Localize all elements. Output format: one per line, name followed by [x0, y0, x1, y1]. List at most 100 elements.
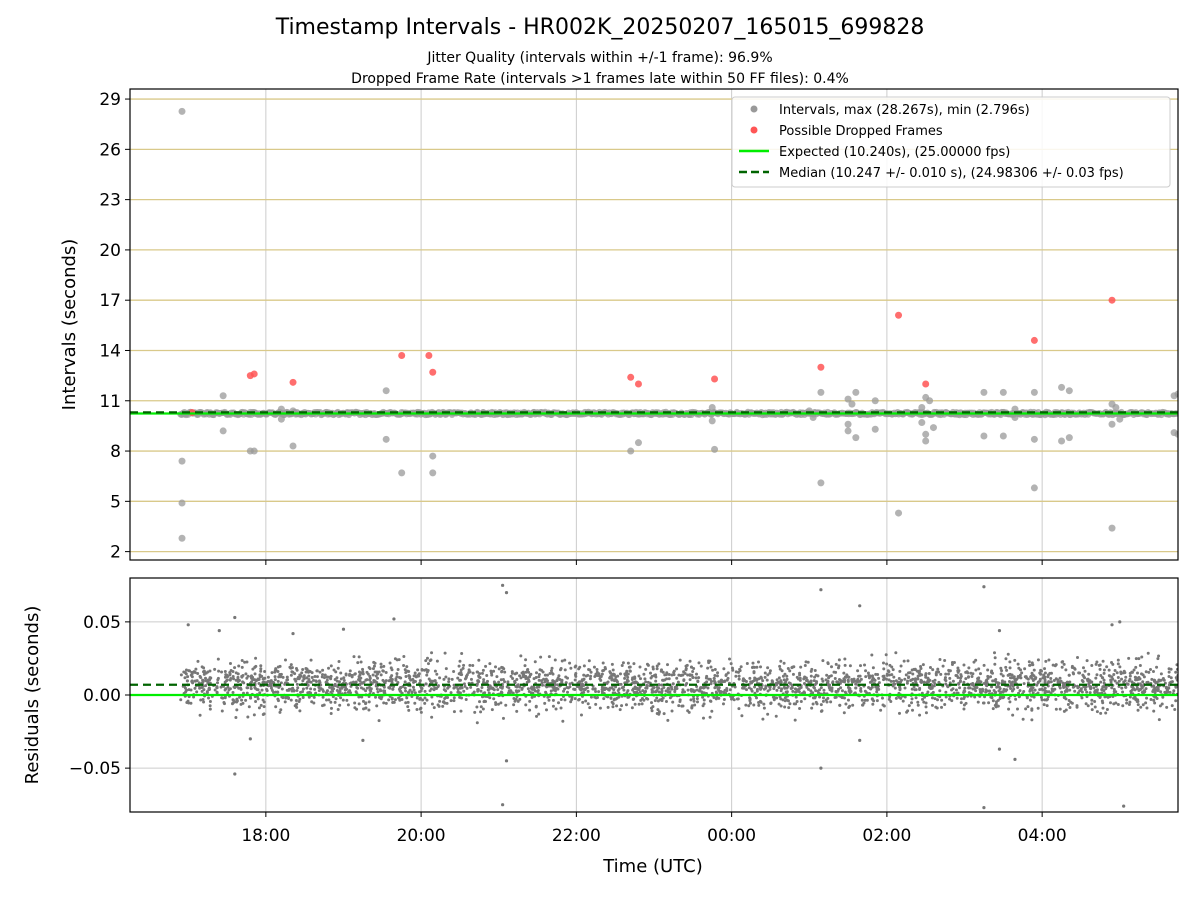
interval-point: [708, 417, 716, 425]
residual-point: [698, 689, 702, 693]
residual-point: [840, 696, 844, 700]
residual-point: [962, 663, 966, 667]
residual-point: [928, 666, 932, 670]
residual-point: [1047, 658, 1051, 662]
residual-point: [689, 665, 693, 669]
residual-point: [423, 696, 427, 700]
residual-point: [632, 697, 636, 701]
residual-point: [1114, 701, 1118, 705]
residual-point: [858, 674, 862, 678]
residual-point: [739, 665, 743, 669]
residual-point: [1065, 689, 1069, 693]
interval-point: [1058, 383, 1066, 391]
residual-point: [837, 658, 841, 662]
residual-point: [764, 684, 768, 688]
residual-point: [475, 682, 479, 686]
residual-point: [756, 660, 760, 664]
residual-point: [683, 672, 687, 676]
residual-point: [783, 696, 787, 700]
residual-point: [579, 688, 583, 692]
residual-point: [1058, 676, 1062, 680]
residual-point: [999, 690, 1003, 694]
residual-point: [1031, 691, 1035, 695]
residual-point: [833, 695, 837, 699]
residual-point: [478, 700, 482, 704]
residual-point: [1138, 664, 1142, 668]
residual-point: [295, 688, 299, 692]
residual-point: [197, 681, 201, 685]
residual-point: [222, 700, 226, 704]
residual-point: [444, 689, 448, 693]
residual-point: [633, 691, 637, 695]
residual-point: [525, 680, 529, 684]
residual-point: [656, 699, 660, 703]
residual-point: [943, 676, 947, 680]
residual-point: [761, 679, 765, 683]
residual-point: [376, 672, 380, 676]
residual-point: [179, 698, 183, 702]
residual-point: [887, 670, 891, 674]
residual-point: [593, 675, 597, 679]
residual-point: [276, 669, 280, 673]
residual-point: [379, 665, 383, 669]
interval-point: [1174, 390, 1178, 398]
residual-point: [931, 668, 935, 672]
residual-point: [377, 719, 381, 723]
residual-point: [445, 701, 449, 705]
residual-point: [402, 654, 406, 658]
residual-point: [702, 691, 706, 695]
residual-point: [1093, 705, 1097, 709]
interval-point: [922, 430, 930, 438]
residual-point: [814, 700, 818, 704]
residual-point: [670, 687, 674, 691]
residual-point: [234, 678, 238, 682]
residual-point: [312, 701, 316, 705]
residual-point: [1080, 678, 1084, 682]
residual-point: [1125, 698, 1129, 702]
residual-point: [882, 704, 886, 708]
residual-point: [586, 702, 590, 706]
residual-point: [744, 703, 748, 707]
residual-point: [537, 673, 541, 677]
residual-point: [490, 686, 494, 690]
residual-point: [986, 676, 990, 680]
residual-point: [1007, 707, 1011, 711]
residual-point: [1137, 688, 1141, 692]
residual-point: [594, 702, 598, 706]
residual-point: [581, 687, 585, 691]
residual-point: [507, 686, 511, 690]
residual-point: [997, 685, 1001, 689]
residual-point: [547, 655, 551, 659]
residual-point: [1102, 681, 1106, 685]
residual-point: [309, 658, 313, 662]
residual-point: [262, 676, 266, 680]
residual-point: [755, 678, 759, 682]
residual-point: [353, 706, 357, 710]
residual-point: [814, 689, 818, 693]
residual-point: [577, 698, 581, 702]
residual-point: [465, 686, 469, 690]
residual-point: [982, 663, 986, 667]
residual-point: [1064, 668, 1068, 672]
residual-point: [1008, 666, 1012, 670]
residual-point: [780, 669, 784, 673]
residual-point: [881, 661, 885, 665]
residual-point: [794, 690, 798, 694]
residual-point: [425, 656, 429, 660]
residual-point: [891, 668, 895, 672]
residual-point: [752, 679, 756, 683]
residual-point: [1045, 704, 1049, 708]
residual-point: [611, 668, 615, 672]
residual-point: [999, 672, 1003, 676]
y-tick-label: −0.05: [69, 759, 121, 779]
residual-point: [761, 717, 765, 721]
residual-point: [885, 677, 889, 681]
residual-point: [1077, 671, 1081, 675]
residual-point: [1162, 678, 1166, 682]
residual-point: [559, 667, 563, 671]
residual-point: [786, 667, 790, 671]
residual-point: [458, 678, 462, 682]
residual-point: [967, 675, 971, 679]
residual-point: [357, 670, 361, 674]
y-tick-label: 14: [99, 341, 121, 361]
